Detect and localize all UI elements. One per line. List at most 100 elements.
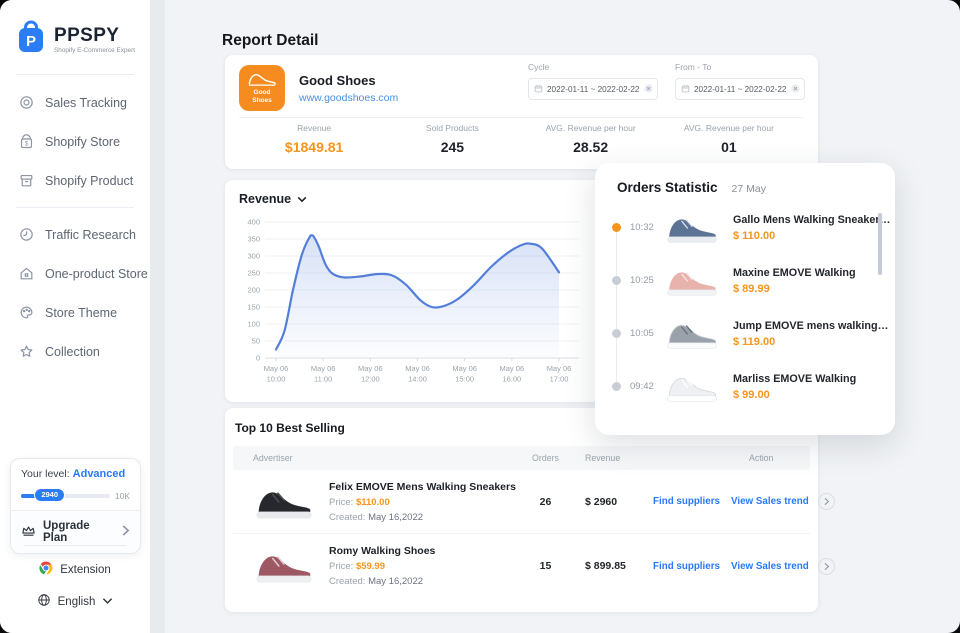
timeline-dot [612,382,621,391]
order-price: $ 89.99 [733,282,770,295]
extension-label: Extension [60,563,111,576]
timeline-dot [612,276,621,285]
col-orders: Orders [532,453,559,463]
order-time: 10:32 [630,222,654,233]
product-image [663,367,721,407]
logo[interactable]: P PPSPY Shopify E-Commerce Expert [0,0,150,60]
chart-title: Revenue [239,192,292,206]
orders-timeline: 10:32 Gallo Mens Walking Sneakers... $ 1… [595,201,895,413]
store-avatar: Good Shoes [239,65,285,111]
sidebar-item-label: Shopify Product [45,173,134,188]
chevron-right-button[interactable] [817,557,835,575]
fromto-label: From - To [675,62,712,72]
level-value: Advanced [72,468,126,480]
sidebar-footer: Extension English [0,545,150,610]
cycle-date-input[interactable]: 2022-01-11 ~ 2022-02-22 [528,78,658,100]
sidebar-item-label: Shopify Store [45,134,121,149]
sidebar-item-store-theme[interactable]: Store Theme [18,293,150,332]
store-summary-card: Good Shoes Good Shoes www.goodshoes.com … [225,55,818,169]
clear-icon[interactable] [790,83,801,96]
product-image [253,479,315,525]
svg-text:250: 250 [247,269,260,278]
sidebar-item-one-product-store[interactable]: One-product Store [18,254,150,293]
find-suppliers-link[interactable]: Find suppliers [653,496,720,507]
level-label: Your level: Advanced [21,468,126,480]
view-sales-trend-link[interactable]: View Sales trend [731,560,809,572]
svg-text:400: 400 [247,218,260,227]
revenue-value: $ 899.85 [585,560,626,572]
svg-text:$: $ [25,141,29,147]
chevron-right-button[interactable] [817,493,835,510]
orders-panel-date: 27 May [731,183,766,195]
col-action: Action [749,453,774,463]
orders-statistic-panel: Orders Statistic 27 May 10:32 Gallo Mens… [595,163,895,435]
order-price: $ 119.00 [733,335,776,348]
level-progress: 2940 10K [11,480,140,510]
extension-button[interactable]: Extension [0,561,150,578]
upgrade-plan-label: Upgrade Plan [43,520,90,544]
fromto-date-value: 2022-01-11 ~ 2022-02-22 [694,84,787,94]
store-stats-row: Revenue $1849.81 Sold Products 245 AVG. … [225,123,818,155]
order-item[interactable]: 10:32 Gallo Mens Walking Sneakers... $ 1… [595,201,895,254]
svg-text:0: 0 [256,354,260,363]
view-sales-trend-link[interactable]: View Sales trend [731,496,809,507]
svg-text:300: 300 [247,252,260,261]
find-suppliers-link[interactable]: Find suppliers [653,560,720,572]
sidebar-item-traffic-research[interactable]: Traffic Research [18,215,150,254]
clear-icon[interactable] [643,83,654,96]
order-product-name: Maxine EMOVE Walking [733,266,856,279]
language-selector[interactable]: English [0,593,150,610]
order-item[interactable]: 10:05 Jump EMOVE mens walking s... $ 119… [595,307,895,360]
product-price-line: Price: $59.99 [329,561,385,572]
sidebar: P PPSPY Shopify E-Commerce Expert Sales … [0,0,150,633]
product-price-line: Price: $110.00 [329,496,390,508]
star-icon [18,343,35,360]
logo-tagline: Shopify E-Commerce Expert [54,47,135,54]
fromto-date-input[interactable]: 2022-01-11 ~ 2022-02-22 [675,78,805,100]
fromto-date-group: From - To 2022-01-11 ~ 2022-02-22 [675,62,805,100]
target-icon [18,94,35,111]
table-row: Felix EMOVE Mens Walking Sneakers Price:… [233,470,835,534]
sidebar-item-shopify-store[interactable]: $ Shopify Store [18,122,150,161]
progress-badge: 2940 [34,488,66,502]
level-card: Your level: Advanced 2940 10K Upgrade Pla… [10,458,141,554]
sidebar-item-label: Collection [45,344,100,359]
sidebar-item-label: One-product Store [45,266,148,281]
product-image [663,261,721,301]
table-row: Romy Walking Shoes Price: $59.99 Created… [233,534,835,598]
revenue-metric-dropdown[interactable]: Revenue [225,180,335,206]
product-created-line: Created: May 16,2022 [329,576,424,587]
cycle-label: Cycle [528,62,550,72]
page-title: Report Detail [222,32,319,50]
product-image [663,314,721,354]
orders-panel-title: Orders Statistic [617,180,718,195]
best-selling-title: Top 10 Best Selling [235,421,345,435]
sidebar-item-collection[interactable]: Collection [18,332,150,371]
cycle-date-value: 2022-01-11 ~ 2022-02-22 [547,84,640,94]
sidebar-item-shopify-product[interactable]: Shopify Product [18,161,150,200]
sidebar-item-sales-tracking[interactable]: Sales Tracking [18,83,150,122]
panel-scrollbar[interactable] [878,213,882,275]
sidebar-gutter [150,0,165,633]
order-item[interactable]: 10:25 Maxine EMOVE Walking $ 89.99 [595,254,895,307]
clock-icon [18,226,35,243]
order-item[interactable]: 09:42 Marliss EMOVE Walking $ 99.00 [595,360,895,413]
stat-avg-revenue-per-hour: AVG. Revenue per hour 28.52 [545,123,636,155]
logo-name: PPSPY [54,25,120,46]
svg-text:100: 100 [247,320,260,329]
best-selling-card: Top 10 Best Selling Advertiser Orders Re… [225,408,835,612]
order-product-name: Gallo Mens Walking Sneakers... [733,213,891,226]
calendar-icon [534,84,543,95]
stat-sold-products: Sold Products 245 [425,123,479,155]
stat-avg-revenue-per-hour-2: AVG. Revenue per hour 01 [683,123,774,155]
sidebar-divider [16,74,134,75]
col-advertiser: Advertiser [253,453,293,463]
svg-text:150: 150 [247,303,260,312]
store-url-link[interactable]: www.goodshoes.com [299,91,399,104]
store-name: Good Shoes [299,72,376,88]
